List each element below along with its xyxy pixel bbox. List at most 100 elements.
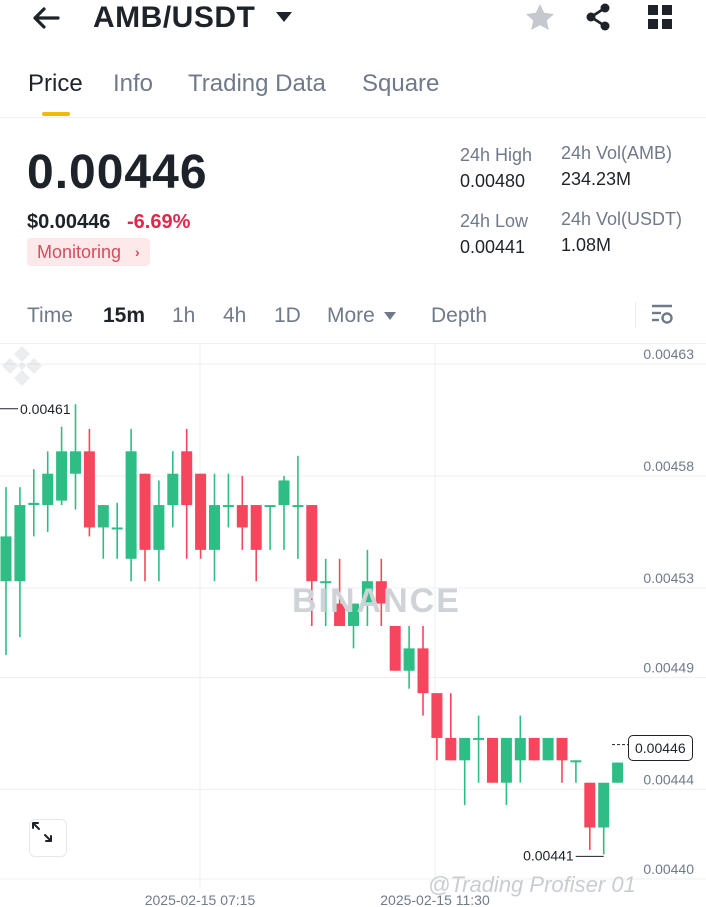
interval-more[interactable]: More: [327, 304, 375, 327]
change-percent: -6.69%: [127, 211, 191, 233]
candle-body: [612, 762, 624, 783]
interval-1h[interactable]: 1h: [172, 304, 196, 327]
candlestick-chart[interactable]: 0.00463 0.00458 0.00453 0.00449 0.00444 0.004…: [0, 344, 706, 907]
tab-square[interactable]: Square: [362, 70, 440, 97]
candle-body: [222, 505, 234, 508]
candle-body: [528, 737, 540, 761]
candle-body: [375, 581, 387, 604]
chart-settings-icon[interactable]: [648, 300, 676, 328]
candle-body: [111, 527, 123, 530]
interval-4h[interactable]: 4h: [223, 304, 247, 327]
candle-body: [431, 693, 443, 738]
low-marker-label: 0.00441: [523, 847, 574, 863]
chart-watermark: BINANCE: [292, 582, 461, 620]
candle-body: [139, 473, 151, 550]
candle-body: [320, 581, 332, 584]
candle-body: [556, 737, 568, 761]
y-tick-label: 0.00453: [643, 570, 694, 586]
caret-down-icon[interactable]: [275, 10, 293, 24]
candle-body: [487, 737, 498, 783]
expand-icon: [32, 822, 52, 842]
candle-body: [598, 782, 610, 828]
binance-logo-watermark: [2, 346, 42, 386]
section-tabs: Price Info Trading Data Square: [0, 64, 706, 118]
x-tick-label: 2025-02-15 11:30: [380, 892, 490, 907]
arrow-left-icon[interactable]: [30, 4, 62, 32]
candle-body: [56, 451, 68, 501]
candle-body: [70, 451, 81, 474]
candle-body: [473, 737, 485, 740]
watermark-credit: @Trading Profiser 01: [428, 872, 636, 897]
candle-body: [0, 536, 12, 582]
candle-body: [334, 603, 346, 626]
chevron-right-icon: ›: [135, 244, 140, 260]
tab-trading-data[interactable]: Trading Data: [188, 70, 326, 97]
candle-body: [42, 473, 54, 506]
candle-body: [500, 737, 512, 783]
candle-body: [195, 473, 207, 550]
candle-body: [348, 603, 359, 626]
stat-low-label: 24h Low: [460, 211, 529, 231]
candle-body: [514, 737, 526, 761]
candle-body: [278, 480, 290, 506]
stat-high-label: 24h High: [460, 145, 533, 165]
expand-button[interactable]: [29, 819, 67, 857]
y-tick-label: 0.00458: [643, 458, 694, 474]
stat-vol-quote-value: 1.08M: [561, 235, 612, 255]
x-tick-label: 2025-02-15 07:15: [145, 892, 256, 907]
grid-icon[interactable]: [646, 3, 674, 31]
candle-body: [264, 505, 276, 508]
candle-body: [153, 505, 165, 550]
candle-body: [570, 760, 582, 763]
star-icon[interactable]: [524, 2, 556, 32]
candle-body: [28, 502, 40, 506]
share-icon[interactable]: [582, 2, 614, 32]
stat-vol-quote-label: 24h Vol(USDT): [561, 209, 683, 229]
chart-canvas[interactable]: 0.00463 0.00458 0.00453 0.00449 0.00444 0.004…: [0, 344, 706, 907]
interval-bar: Time 15m 1h 4h 1D More Depth: [0, 292, 706, 344]
last-price: 0.00446: [27, 146, 208, 199]
candle-body: [403, 648, 415, 671]
y-tick-label: 0.00444: [643, 771, 694, 787]
candle-body: [459, 737, 471, 761]
candle-body: [97, 505, 109, 528]
y-tick-label: 0.00463: [643, 346, 694, 362]
candle-body: [417, 648, 429, 694]
top-bar: AMB/USDT: [0, 0, 706, 40]
candle-body: [181, 451, 193, 506]
candle-body: [292, 505, 304, 508]
candle-body: [14, 505, 26, 582]
interval-15m[interactable]: 15m: [103, 304, 146, 327]
monitoring-label: Monitoring: [37, 241, 122, 262]
y-tick-label: 0.00449: [643, 659, 694, 675]
candle-body: [125, 451, 137, 559]
candle-body: [236, 505, 248, 528]
candle-body: [584, 782, 596, 828]
interval-depth[interactable]: Depth: [431, 304, 488, 327]
divider: [635, 302, 636, 328]
candle-body: [361, 581, 373, 604]
pair-title[interactable]: AMB/USDT: [93, 1, 256, 34]
interval-1d[interactable]: 1D: [274, 304, 301, 327]
tab-info[interactable]: Info: [113, 70, 154, 97]
tab-price[interactable]: Price: [28, 70, 83, 97]
current-price-tag: 0.00446: [628, 735, 693, 761]
stat-low-value: 0.00441: [460, 237, 526, 257]
stat-vol-base-value: 234.23M: [561, 169, 632, 189]
monitoring-badge[interactable]: Monitoring ›: [27, 238, 150, 266]
candle-body: [250, 505, 262, 550]
active-tab-indicator: [42, 112, 70, 116]
stat-high-value: 0.00480: [460, 171, 526, 191]
caret-down-icon[interactable]: [384, 312, 396, 320]
interval-time[interactable]: Time: [27, 304, 73, 327]
fiat-price: $0.00446: [27, 211, 111, 233]
stat-vol-base-label: 24h Vol(AMB): [561, 143, 673, 163]
y-tick-label: 0.00440: [643, 861, 694, 877]
candle-body: [167, 473, 179, 506]
candle-body: [445, 737, 457, 761]
candle-body: [542, 737, 554, 761]
candle-body: [306, 505, 318, 582]
candle-body: [389, 625, 401, 671]
high-marker-label: 0.00461: [20, 401, 71, 417]
candle-body: [209, 505, 220, 550]
